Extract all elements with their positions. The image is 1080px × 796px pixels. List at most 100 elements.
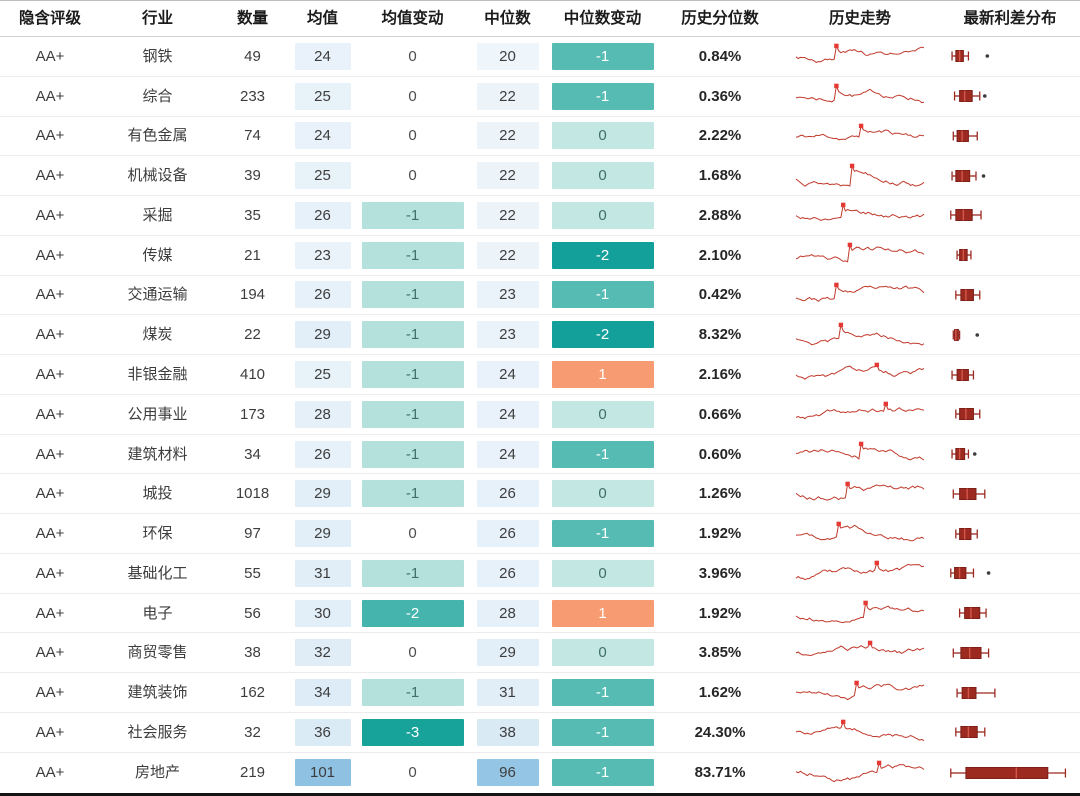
table-row: AA+ 综合 233 25 0 22 -1 0.36% [0,76,1080,117]
mean-heat-cell: 26 [294,281,351,309]
median-heat-cell: 38 [476,718,539,746]
mean-heat-cell: 24 [294,122,351,150]
cell-industry: 非银金融 [127,366,188,383]
median-heat-cell: 26 [476,480,539,508]
boxplot-chart [952,646,990,659]
cell-spread-distribution [940,201,1080,229]
cell-count: 162 [239,684,266,702]
mean-change-heat-cell: -3 [361,718,464,746]
mean-change-heat-cell: -1 [361,440,464,468]
median-change-heat-cell: 0 [551,122,654,150]
table-row: AA+ 有色金属 74 24 0 22 0 2.22% [0,116,1080,157]
cell-spread-distribution [940,82,1080,110]
mean-change-heat-cell: 0 [361,82,464,110]
cell-count: 410 [239,366,266,383]
cell-median-change: 0 [545,559,660,587]
median-change-heat-cell: 0 [551,639,654,667]
cell-implied-rating: AA+ [35,644,65,662]
cell-median: 26 [470,559,545,587]
cell-industry: 综合 [142,87,173,105]
cell-count: 32 [244,723,261,741]
cell-history-trend [780,717,940,747]
cell-mean-change: -1 [355,679,470,707]
column-header-mean: 均值 [306,9,338,27]
cell-median-change: -2 [545,241,660,269]
cell-spread-distribution [940,321,1080,349]
cell-history-trend [780,320,940,350]
cell-implied-rating: AA+ [35,525,65,543]
cell-industry: 基础化工 [127,564,188,582]
boxplot-chart [955,408,981,421]
cell-median: 31 [470,679,545,707]
cell-mean: 31 [290,559,355,587]
sparkline-chart [795,680,925,700]
median-heat-cell: 96 [476,759,539,787]
median-change-heat-cell: 0 [551,400,654,428]
median-change-heat-cell: 0 [551,162,654,190]
cell-mean-change: 0 [355,162,470,190]
median-heat-cell: 31 [476,679,539,707]
cell-historical-percentile: 24.30% [660,725,780,740]
mean-change-heat-cell: -2 [361,599,464,627]
cell-implied-rating: AA+ [35,167,65,185]
column-header-median-change: 中位数变动 [563,9,642,27]
median-change-heat-cell: -1 [551,82,654,110]
mean-change-heat-cell: -1 [361,321,464,349]
table-row: AA+ 建筑装饰 162 34 -1 31 -1 1.62% [0,673,1080,714]
cell-mean-change: -1 [355,400,470,428]
sparkline-chart [795,600,925,624]
median-heat-cell: 22 [476,241,539,269]
table-row: AA+ 钢铁 49 24 0 20 -1 0.84% [0,37,1080,77]
column-header-industry: 行业 [141,9,173,27]
mean-heat-cell: 29 [294,321,351,349]
cell-implied-rating: AA+ [35,405,65,423]
table-row: AA+ 机械设备 39 25 0 22 0 1.68% [0,156,1080,197]
percentile-value: 3.96% [698,564,742,582]
mean-heat-cell: 24 [294,42,351,70]
cell-median-change: 0 [545,639,660,667]
table-row: AA+ 采掘 35 26 -1 22 0 2.88% [0,196,1080,236]
cell-historical-percentile: 83.71% [660,765,780,780]
cell-median: 23 [470,281,545,309]
cell-mean-change: -3 [355,718,470,746]
mean-change-heat-cell: -1 [361,480,464,508]
cell-spread-distribution [940,162,1080,190]
sparkline-chart [795,322,925,346]
cell-historical-percentile: 2.22% [660,128,780,143]
cell-history-trend [780,758,940,788]
cell-industry: 社会服务 [127,723,188,741]
cell-mean: 29 [290,480,355,508]
cell-mean: 32 [290,639,355,667]
cell-mean-change: -1 [355,480,470,508]
cell-implied-rating: AA+ [35,366,65,383]
cell-historical-percentile: 1.62% [660,685,780,700]
cell-mean-change: 0 [355,520,470,548]
cell-history-trend [780,41,940,71]
median-heat-cell: 22 [476,201,539,229]
cell-mean-change: -1 [355,361,470,388]
table-row: AA+ 煤炭 22 29 -1 23 -2 8.32% [0,315,1080,356]
boxplot-chart [951,50,990,63]
column-header-spread-distribution: 最新利差分布 [963,9,1057,27]
cell-median: 23 [470,321,545,349]
cell-historical-percentile: 1.92% [660,526,780,541]
mean-heat-cell: 28 [294,400,351,428]
cell-mean: 29 [290,321,355,349]
cell-industry: 商贸零售 [127,644,188,662]
median-change-heat-cell: -1 [551,42,654,70]
cell-median-change: -1 [545,281,660,309]
cell-spread-distribution [940,559,1080,587]
cell-mean: 30 [290,599,355,627]
cell-count: 55 [244,564,261,582]
percentile-value: 2.88% [698,206,742,224]
cell-count: 39 [244,167,261,185]
cell-median-change: 0 [545,162,660,190]
table-row: AA+ 电子 56 30 -2 28 1 1.92% [0,593,1080,634]
cell-count: 34 [244,445,261,463]
cell-historical-percentile: 2.16% [660,367,780,382]
cell-mean: 28 [290,400,355,428]
cell-industry: 钢铁 [142,47,173,65]
column-header-count: 数量 [236,9,268,27]
sparkline-chart [795,481,925,501]
